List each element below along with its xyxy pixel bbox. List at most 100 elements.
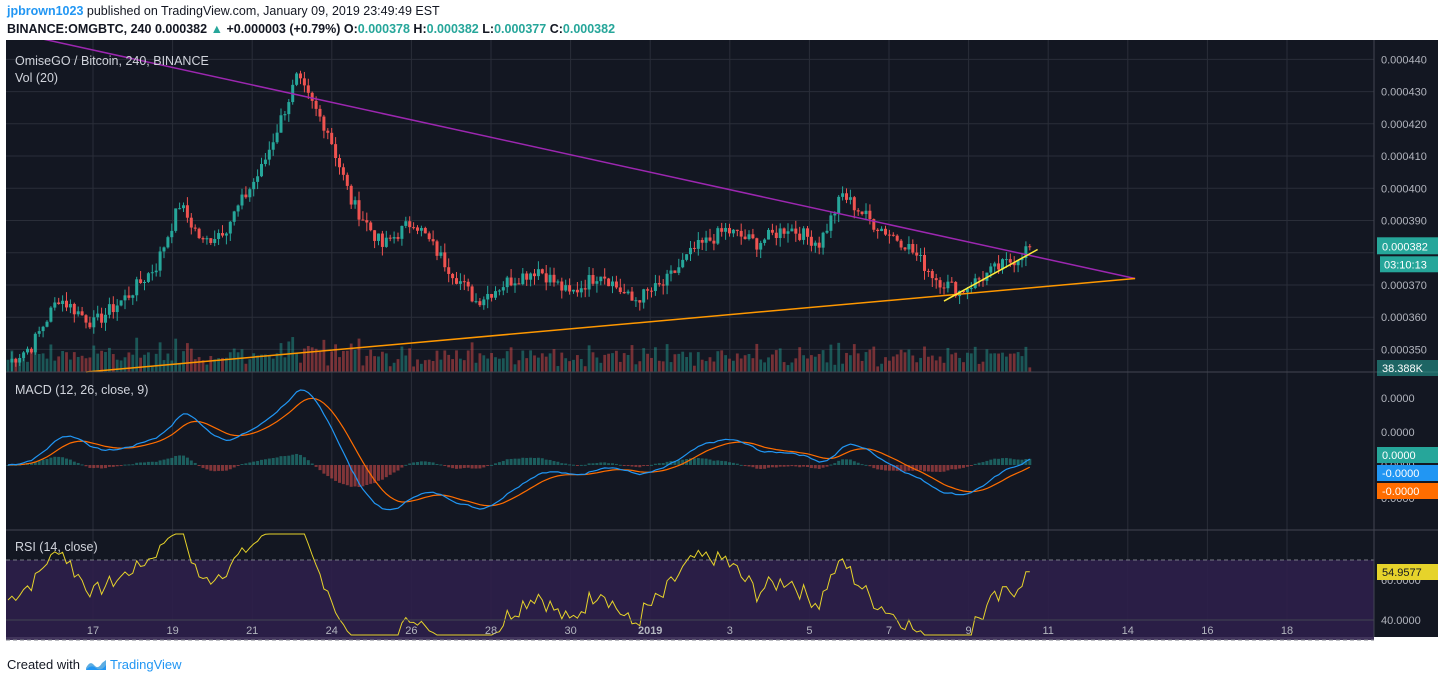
candle-body [860,211,864,215]
macd-histogram-bar [540,458,544,465]
tradingview-link[interactable]: TradingView [85,657,182,672]
volume-bar [521,350,525,372]
candle-body [10,358,14,363]
candle-body [884,228,887,235]
candle-body [794,228,798,234]
macd-histogram-bar [96,465,100,468]
price-tick-label: 0.000420 [1381,119,1427,131]
macd-histogram-bar [591,463,595,465]
macd-histogram-bar [595,463,599,465]
candle-body [217,233,221,240]
volume-bar [665,344,669,372]
volume-bar [825,362,829,372]
macd-histogram-bar [439,464,443,466]
candle-body [720,228,724,232]
volume-bar [26,361,29,372]
candle-body [275,132,279,143]
volume-bar [950,354,954,372]
volume-bar [782,362,786,372]
macd-histogram-bar [973,463,977,465]
macd-histogram-bar [813,465,817,469]
macd-histogram-bar [817,465,821,469]
candle-body [49,307,53,322]
volume-bar [455,350,458,372]
macd-histogram-bar [291,454,295,465]
tradingview-brand: TradingView [109,657,182,672]
volume-bar [568,361,571,372]
time-tick-label: 3 [727,625,733,637]
volume-bar [88,357,92,372]
volume-bar [310,347,314,372]
candle-body [1020,258,1024,261]
volume-bar [884,357,887,372]
plot-background [6,40,1438,637]
candle-body [271,142,275,150]
macd-histogram-bar [37,460,41,465]
candle-body [76,311,80,315]
volume-bar [657,360,661,372]
candle-body [747,234,751,240]
macd-histogram-bar [969,465,973,466]
volume-bar [279,343,283,372]
volume-bar [540,353,544,372]
macd-histogram-bar [611,463,614,465]
volume-bar [704,361,708,372]
candle-body [575,289,579,293]
author-link[interactable]: jpbrown1023 [7,4,84,18]
macd-histogram-bar [423,461,427,465]
macd-histogram-bar [29,463,33,465]
volume-bar [934,360,938,372]
volume-bar [576,355,579,372]
volume-bar [37,353,41,372]
macd-histogram-bar [447,465,451,468]
volume-bar [57,356,61,372]
volume-bar [927,356,930,372]
macd-last-label: 0.0000 [1382,450,1416,462]
volume-bar [517,360,521,372]
volume-bar [997,353,1000,372]
chart-canvas[interactable]: 0.000440 0.000430 0.000420 0.000410 0.000400… [0,40,1444,650]
macd-histogram-bar [583,464,587,466]
volume-bar [213,359,217,372]
macd-histogram-bar [665,461,669,465]
macd-histogram-bar [1012,459,1016,465]
candle-body [236,205,240,212]
candle-body [505,277,509,288]
macd-histogram-bar [774,465,778,468]
candle-body [353,200,357,205]
volume-bar [638,361,642,372]
candle-body [224,233,228,236]
macd-histogram-bar [884,465,887,471]
macd-histogram-bar [158,460,162,465]
volume-bar [170,360,174,372]
macd-histogram-bar [380,465,384,480]
trendlines[interactable] [0,40,1136,373]
volume-bar [591,352,595,372]
macd-histogram-bar [689,458,692,465]
volume-bar [80,355,84,372]
macd-histogram-bar [837,460,841,465]
macd-histogram-bar [724,461,728,465]
macd-histogram-bar [1020,459,1024,465]
macd-histogram-bar [408,463,412,465]
candle-body [72,303,76,315]
macd-histogram-bar [267,458,271,465]
candle-body [162,247,166,252]
candle-body [244,194,248,198]
candle-body [934,278,938,281]
volume-last-label: 38.388K [1382,363,1424,375]
candle-body [712,240,716,244]
macd-histogram-bar [104,465,107,469]
candle-body [899,240,903,248]
volume-bar [369,349,373,372]
price-tick-label: 0.000430 [1381,87,1427,99]
volume-bar [451,359,454,372]
macd-histogram-bar [287,455,291,465]
candle-body [716,228,720,244]
volume-bar [291,337,295,372]
volume-bar [677,353,681,372]
candle-body [412,227,416,229]
macd-histogram-bar [357,465,361,487]
macd-histogram-bar [696,457,700,465]
macd-histogram-bar [427,461,431,465]
